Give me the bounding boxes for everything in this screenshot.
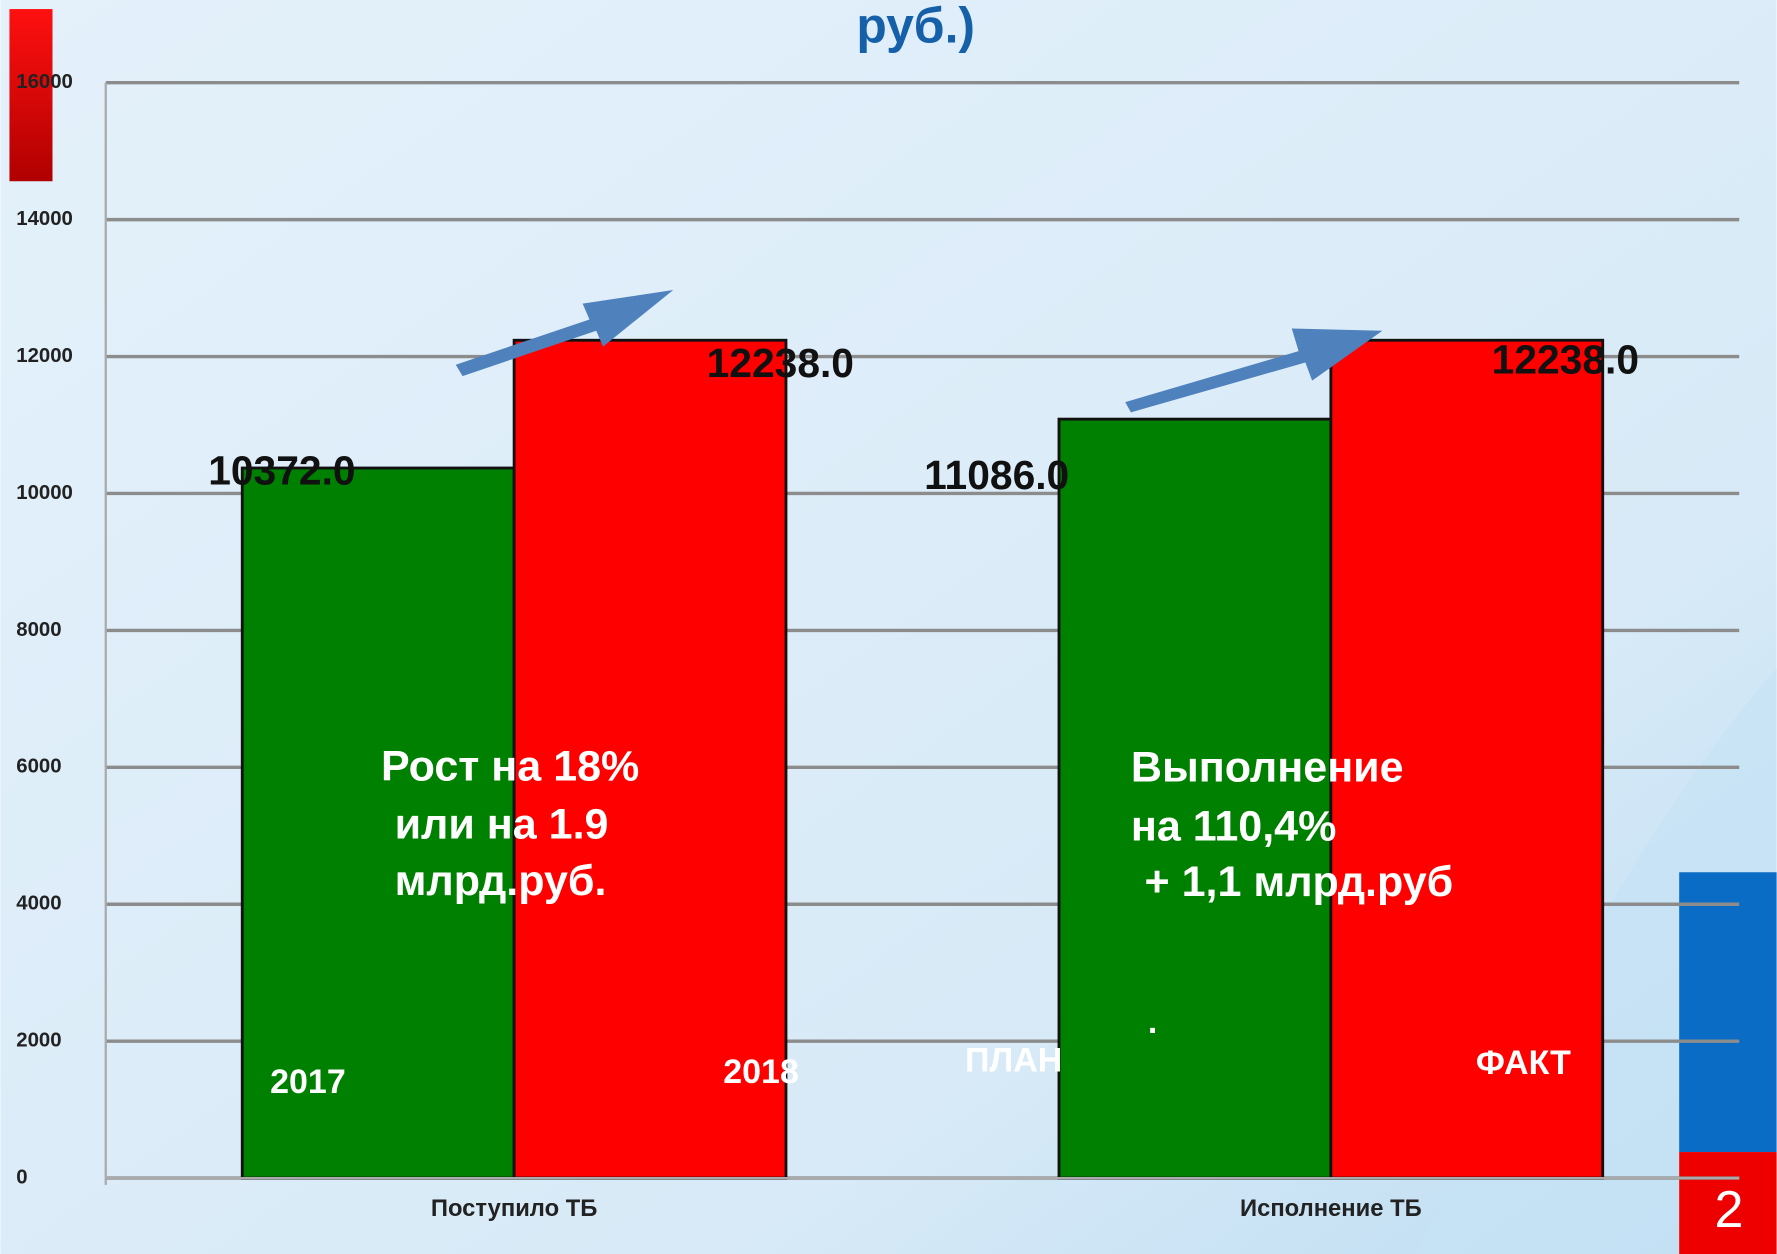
decor-blue-block — [1679, 872, 1777, 1153]
overlay: 10372.0 2017 12238.0 2018 11086.0 ПЛАН 12238.0… — [208, 289, 1639, 1101]
annotation: Выполнение — [1131, 744, 1404, 792]
bar-label: ПЛАН — [965, 1042, 1062, 1080]
annotation: на 110,4% — [1131, 803, 1336, 851]
value-label: 12238.0 — [707, 340, 854, 386]
y-tick-label: 4000 — [16, 893, 61, 915]
x-tick-label: Поступило ТБ — [431, 1195, 597, 1222]
bar-label: 2018 — [723, 1053, 799, 1091]
value-label: 12238.0 — [1492, 337, 1639, 383]
y-tick-label: 14000 — [16, 208, 73, 230]
page-number: 2 — [1715, 1181, 1744, 1239]
annotation: или на 1.9 — [395, 800, 609, 848]
y-tick-label: 2000 — [16, 1030, 61, 1052]
annotation: млрд.руб. — [395, 857, 607, 905]
y-tick-label: 0 — [16, 1166, 27, 1188]
bar-label: ФАКТ — [1476, 1044, 1571, 1082]
y-tick-label: 12000 — [16, 345, 73, 367]
annotation: . — [1148, 1003, 1157, 1041]
value-label: 10372.0 — [208, 447, 355, 493]
bar — [1329, 338, 1605, 1180]
annotation: + 1,1 млрд.руб — [1145, 858, 1454, 906]
bar-label: 2017 — [270, 1063, 346, 1101]
y-tick-label: 16000 — [16, 71, 73, 93]
chart-title: руб.) — [856, 0, 975, 54]
y-tick-label: 8000 — [16, 619, 61, 641]
annotation: Рост на 18% — [381, 743, 639, 791]
value-label: 11086.0 — [924, 452, 1069, 498]
decor-red-bar — [9, 9, 53, 182]
y-tick-label: 10000 — [16, 482, 73, 504]
plot: 0 2000 4000 6000 8000 10000 12000 14000 16000 Пос… — [16, 71, 1740, 1222]
x-tick-label: Исполнение ТБ — [1240, 1195, 1422, 1222]
y-tick-label: 6000 — [16, 756, 61, 778]
bar — [240, 466, 516, 1180]
arrow — [455, 289, 674, 377]
bar — [1057, 417, 1333, 1180]
bar — [512, 338, 788, 1180]
decor-red-block — [1679, 1152, 1777, 1254]
arrow — [1125, 328, 1383, 413]
